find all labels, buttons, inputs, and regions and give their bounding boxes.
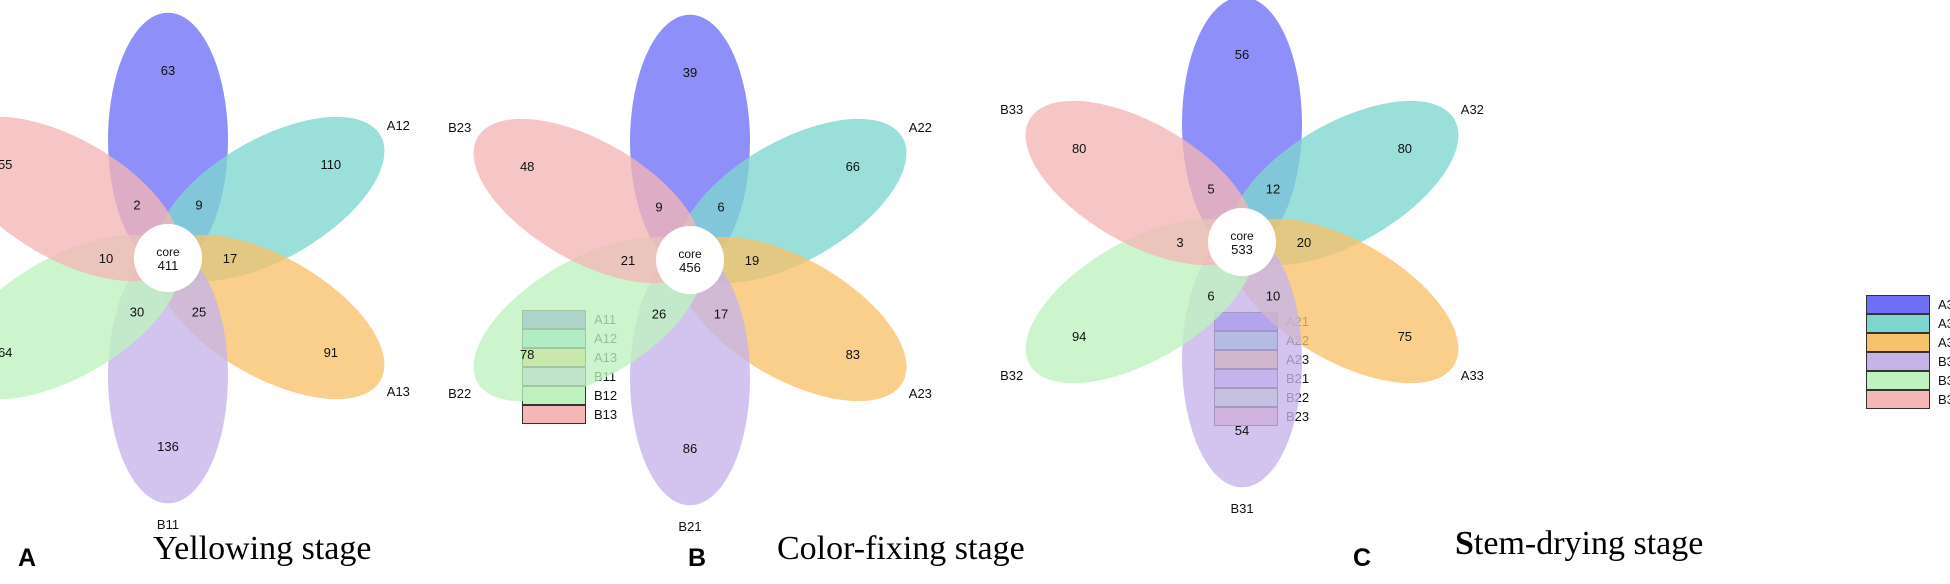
- legend-swatch: [1866, 352, 1930, 371]
- petal-b23: [473, 118, 703, 284]
- legend-swatch: [1866, 390, 1930, 409]
- unique-count-a11: 63: [161, 63, 175, 78]
- overlap-count: 21: [621, 253, 635, 268]
- core-label: core: [1230, 229, 1254, 243]
- unique-count-a33: 75: [1398, 329, 1412, 344]
- core-circle: [134, 224, 202, 292]
- overlap-count: 12: [1266, 181, 1280, 196]
- set-name-a32: A32: [1461, 102, 1484, 117]
- overlap-count: 10: [99, 251, 113, 266]
- unique-count-b23: 48: [520, 159, 534, 174]
- overlap-count: 25: [192, 305, 206, 320]
- core-circle: [1208, 208, 1276, 276]
- venn-flower-b: A21 39 A22 66 A23 83 B21 86 B22 78 B23 48 6 19 17 26 21 9…: [448, 0, 932, 534]
- set-name-a23: A23: [909, 386, 932, 401]
- legend-swatch: [1866, 314, 1930, 333]
- panel-a: A1163A12110A1391B11136B1264B135591725301…: [0, 0, 650, 584]
- unique-count-b12: 64: [0, 345, 12, 360]
- overlap-count: 10: [1266, 289, 1280, 304]
- legend-c: A31 A32 A33 B31 B32 B33: [1866, 295, 1950, 409]
- set-name-a13: A13: [387, 384, 410, 399]
- set-name-b33: B33: [1000, 102, 1023, 117]
- set-name-a12: A12: [387, 118, 410, 133]
- overlap-count: 5: [1207, 181, 1214, 196]
- set-name-b32: B32: [1000, 368, 1023, 383]
- core-label: core: [156, 245, 180, 259]
- set-name-b23: B23: [448, 120, 471, 135]
- panel-c: A31 56 A32 80 A33 75 B31 54 B32 94 B33 80 12 20 10 6 3 5 c…: [1000, 0, 1950, 584]
- set-name-b11: B11: [157, 517, 179, 532]
- overlap-count: 17: [223, 251, 237, 266]
- unique-count-a31: 56: [1235, 47, 1249, 62]
- legend-swatch: [1866, 333, 1930, 352]
- overlap-count: 17: [714, 307, 728, 322]
- overlap-count: 6: [717, 199, 724, 214]
- unique-count-b31: 54: [1235, 423, 1249, 438]
- overlap-count: 6: [1207, 289, 1214, 304]
- unique-count-b11: 136: [157, 439, 179, 454]
- unique-count-b32: 94: [1072, 329, 1086, 344]
- overlap-count: 3: [1176, 235, 1183, 250]
- legend-item-a32: A32: [1866, 314, 1950, 333]
- legend-label: B31: [1938, 354, 1950, 369]
- unique-count-a23: 83: [846, 347, 860, 362]
- set-name-b31: B31: [1230, 501, 1253, 516]
- overlap-count: 19: [745, 253, 759, 268]
- overlap-count: 20: [1297, 235, 1311, 250]
- unique-count-a22: 66: [846, 159, 860, 174]
- legend-item-b32: B32: [1866, 371, 1950, 390]
- legend-item-b33: B33: [1866, 390, 1950, 409]
- legend-item-b31: B31: [1866, 352, 1950, 371]
- legend-item-a31: A31: [1866, 295, 1950, 314]
- set-name-a22: A22: [909, 120, 932, 135]
- legend-label: A33: [1938, 335, 1950, 350]
- unique-count-b21: 86: [683, 441, 697, 456]
- set-name-b21: B21: [678, 519, 701, 534]
- overlap-count: 30: [130, 305, 144, 320]
- unique-count-a13: 91: [324, 345, 338, 360]
- stage-caption-a: Yellowing stage: [153, 530, 372, 567]
- overlap-count: 9: [195, 197, 202, 212]
- petal-a23: [677, 236, 907, 402]
- legend-swatch: [1866, 295, 1930, 314]
- legend-swatch: [522, 405, 586, 424]
- legend-label: A31: [1938, 297, 1950, 312]
- legend-label: A32: [1938, 316, 1950, 331]
- unique-count-b13: 55: [0, 157, 12, 172]
- panel-letter-c: C: [1353, 544, 1372, 572]
- petal-a33: [1229, 218, 1459, 384]
- set-name-a21: A21: [678, 0, 701, 2]
- overlap-count: 9: [655, 199, 662, 214]
- overlap-count: 2: [133, 197, 140, 212]
- legend-item-b13: B13: [522, 405, 617, 424]
- venn-flower-c: A3156A3280A3375B3154B3294B3380122010635c…: [1000, 0, 1484, 516]
- core-label: core: [678, 247, 702, 261]
- set-name-b22: B22: [448, 386, 471, 401]
- panel-letter-a: A: [18, 544, 37, 572]
- overlap-count: 26: [652, 307, 666, 322]
- legend-label: B12: [594, 388, 618, 403]
- petal-b33: [1025, 100, 1255, 266]
- core-value: 411: [158, 258, 179, 273]
- core-value: 456: [679, 260, 701, 275]
- unique-count-b33: 80: [1072, 141, 1086, 156]
- petal-a13: [155, 234, 385, 400]
- unique-count-a12: 110: [320, 157, 341, 172]
- core-value: 533: [1231, 242, 1253, 257]
- unique-count-a32: 80: [1398, 141, 1412, 156]
- stage-caption-b: Color-fixing stage: [777, 530, 1025, 567]
- legend-label: B33: [1938, 392, 1950, 407]
- core-circle: [656, 226, 724, 294]
- set-name-a33: A33: [1461, 368, 1484, 383]
- unique-count-a21: 39: [683, 65, 697, 80]
- legend-swatch: [1866, 371, 1930, 390]
- panel-letter-b: B: [688, 544, 707, 572]
- unique-count-b22: 78: [520, 347, 534, 362]
- stage-caption-c: Stem-drying stage: [1455, 525, 1704, 562]
- legend-item-a33: A33: [1866, 333, 1950, 352]
- petal-b13: [0, 116, 181, 282]
- legend-label: B13: [594, 407, 618, 422]
- venn-flower-a: A1163A12110A1391B11136B1264B135591725301…: [0, 12, 410, 532]
- legend-label: B32: [1938, 373, 1950, 388]
